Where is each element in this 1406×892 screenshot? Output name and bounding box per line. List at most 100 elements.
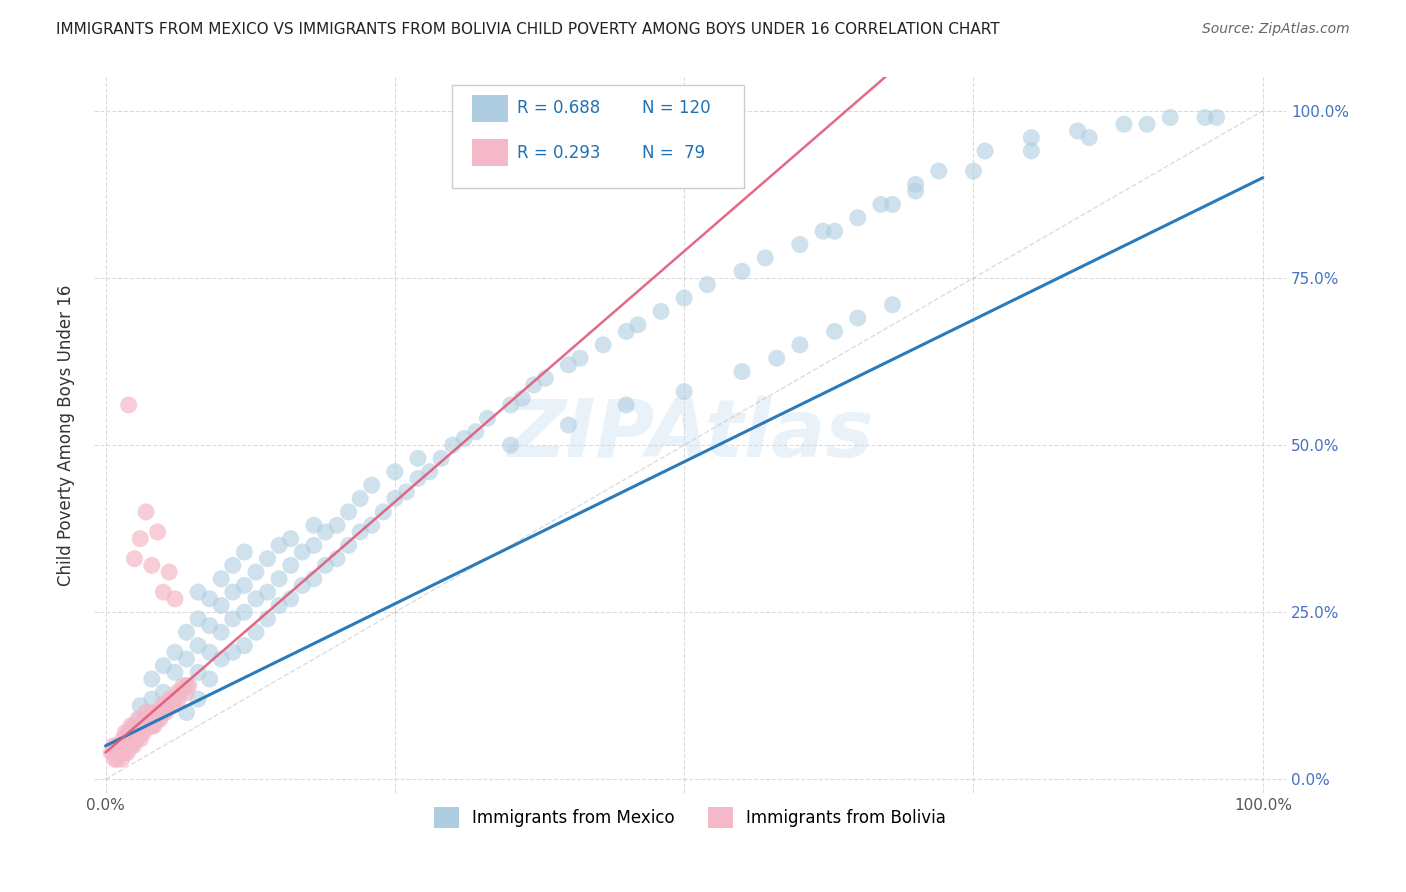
Point	[163, 645, 186, 659]
Point	[176, 652, 198, 666]
Point	[163, 665, 186, 680]
Point	[395, 484, 418, 499]
Point	[131, 725, 153, 739]
Point	[209, 572, 232, 586]
Point	[441, 438, 464, 452]
Point	[160, 692, 183, 706]
Point	[291, 545, 314, 559]
Point	[291, 578, 314, 592]
Point	[176, 679, 198, 693]
Point	[198, 645, 221, 659]
Point	[143, 712, 166, 726]
Point	[326, 551, 349, 566]
Point	[155, 706, 177, 720]
Bar	[472, 139, 508, 166]
Point	[152, 585, 174, 599]
Point	[141, 719, 163, 733]
Point	[124, 725, 146, 739]
Y-axis label: Child Poverty Among Boys Under 16: Child Poverty Among Boys Under 16	[58, 285, 75, 586]
Point	[824, 325, 846, 339]
Point	[811, 224, 834, 238]
Point	[105, 752, 128, 766]
Point	[464, 425, 486, 439]
Point	[105, 739, 128, 753]
Point	[789, 237, 811, 252]
Point	[177, 679, 200, 693]
Point	[233, 545, 256, 559]
Point	[696, 277, 718, 292]
Point	[269, 572, 291, 586]
Point	[187, 665, 209, 680]
Point	[269, 538, 291, 552]
Point	[233, 639, 256, 653]
Point	[824, 224, 846, 238]
Point	[419, 465, 441, 479]
Point	[121, 725, 143, 739]
Point	[118, 725, 141, 739]
Point	[146, 524, 169, 539]
Point	[152, 706, 174, 720]
Point	[135, 719, 157, 733]
Point	[453, 431, 475, 445]
Point	[673, 384, 696, 399]
Point	[882, 298, 904, 312]
Point	[121, 732, 143, 747]
Point	[104, 752, 127, 766]
Point	[269, 599, 291, 613]
Point	[142, 712, 165, 726]
Point	[159, 698, 181, 713]
Point	[222, 585, 245, 599]
Point	[384, 465, 406, 479]
Point	[135, 706, 157, 720]
Point	[141, 719, 163, 733]
Point	[124, 719, 146, 733]
Point	[176, 625, 198, 640]
Point	[104, 746, 127, 760]
Point	[187, 612, 209, 626]
Point	[176, 706, 198, 720]
Point	[157, 565, 180, 579]
Point	[650, 304, 672, 318]
Point	[152, 685, 174, 699]
Point	[627, 318, 650, 332]
Point	[122, 719, 145, 733]
Point	[103, 739, 125, 753]
Point	[198, 591, 221, 606]
Point	[172, 679, 194, 693]
Point	[129, 698, 152, 713]
Point	[117, 746, 139, 760]
Point	[789, 338, 811, 352]
Point	[1078, 130, 1101, 145]
Point	[170, 685, 193, 699]
Point	[209, 599, 232, 613]
Point	[111, 752, 134, 766]
Point	[124, 551, 146, 566]
Point	[110, 739, 132, 753]
Point	[673, 291, 696, 305]
Point	[337, 538, 360, 552]
Point	[122, 739, 145, 753]
Point	[163, 692, 186, 706]
Point	[163, 692, 186, 706]
Point	[1194, 111, 1216, 125]
Point	[127, 712, 149, 726]
Point	[882, 197, 904, 211]
Point	[569, 351, 592, 366]
Point	[1021, 144, 1043, 158]
Point	[129, 712, 152, 726]
Point	[904, 178, 927, 192]
Point	[167, 692, 190, 706]
Point	[198, 672, 221, 686]
Point	[499, 398, 522, 412]
Point	[163, 591, 186, 606]
Point	[754, 251, 776, 265]
Point	[118, 739, 141, 753]
Point	[974, 144, 997, 158]
Point	[349, 524, 371, 539]
Point	[592, 338, 614, 352]
Point	[134, 712, 156, 726]
FancyBboxPatch shape	[451, 85, 744, 188]
Point	[256, 551, 278, 566]
Point	[129, 732, 152, 747]
Point	[152, 706, 174, 720]
